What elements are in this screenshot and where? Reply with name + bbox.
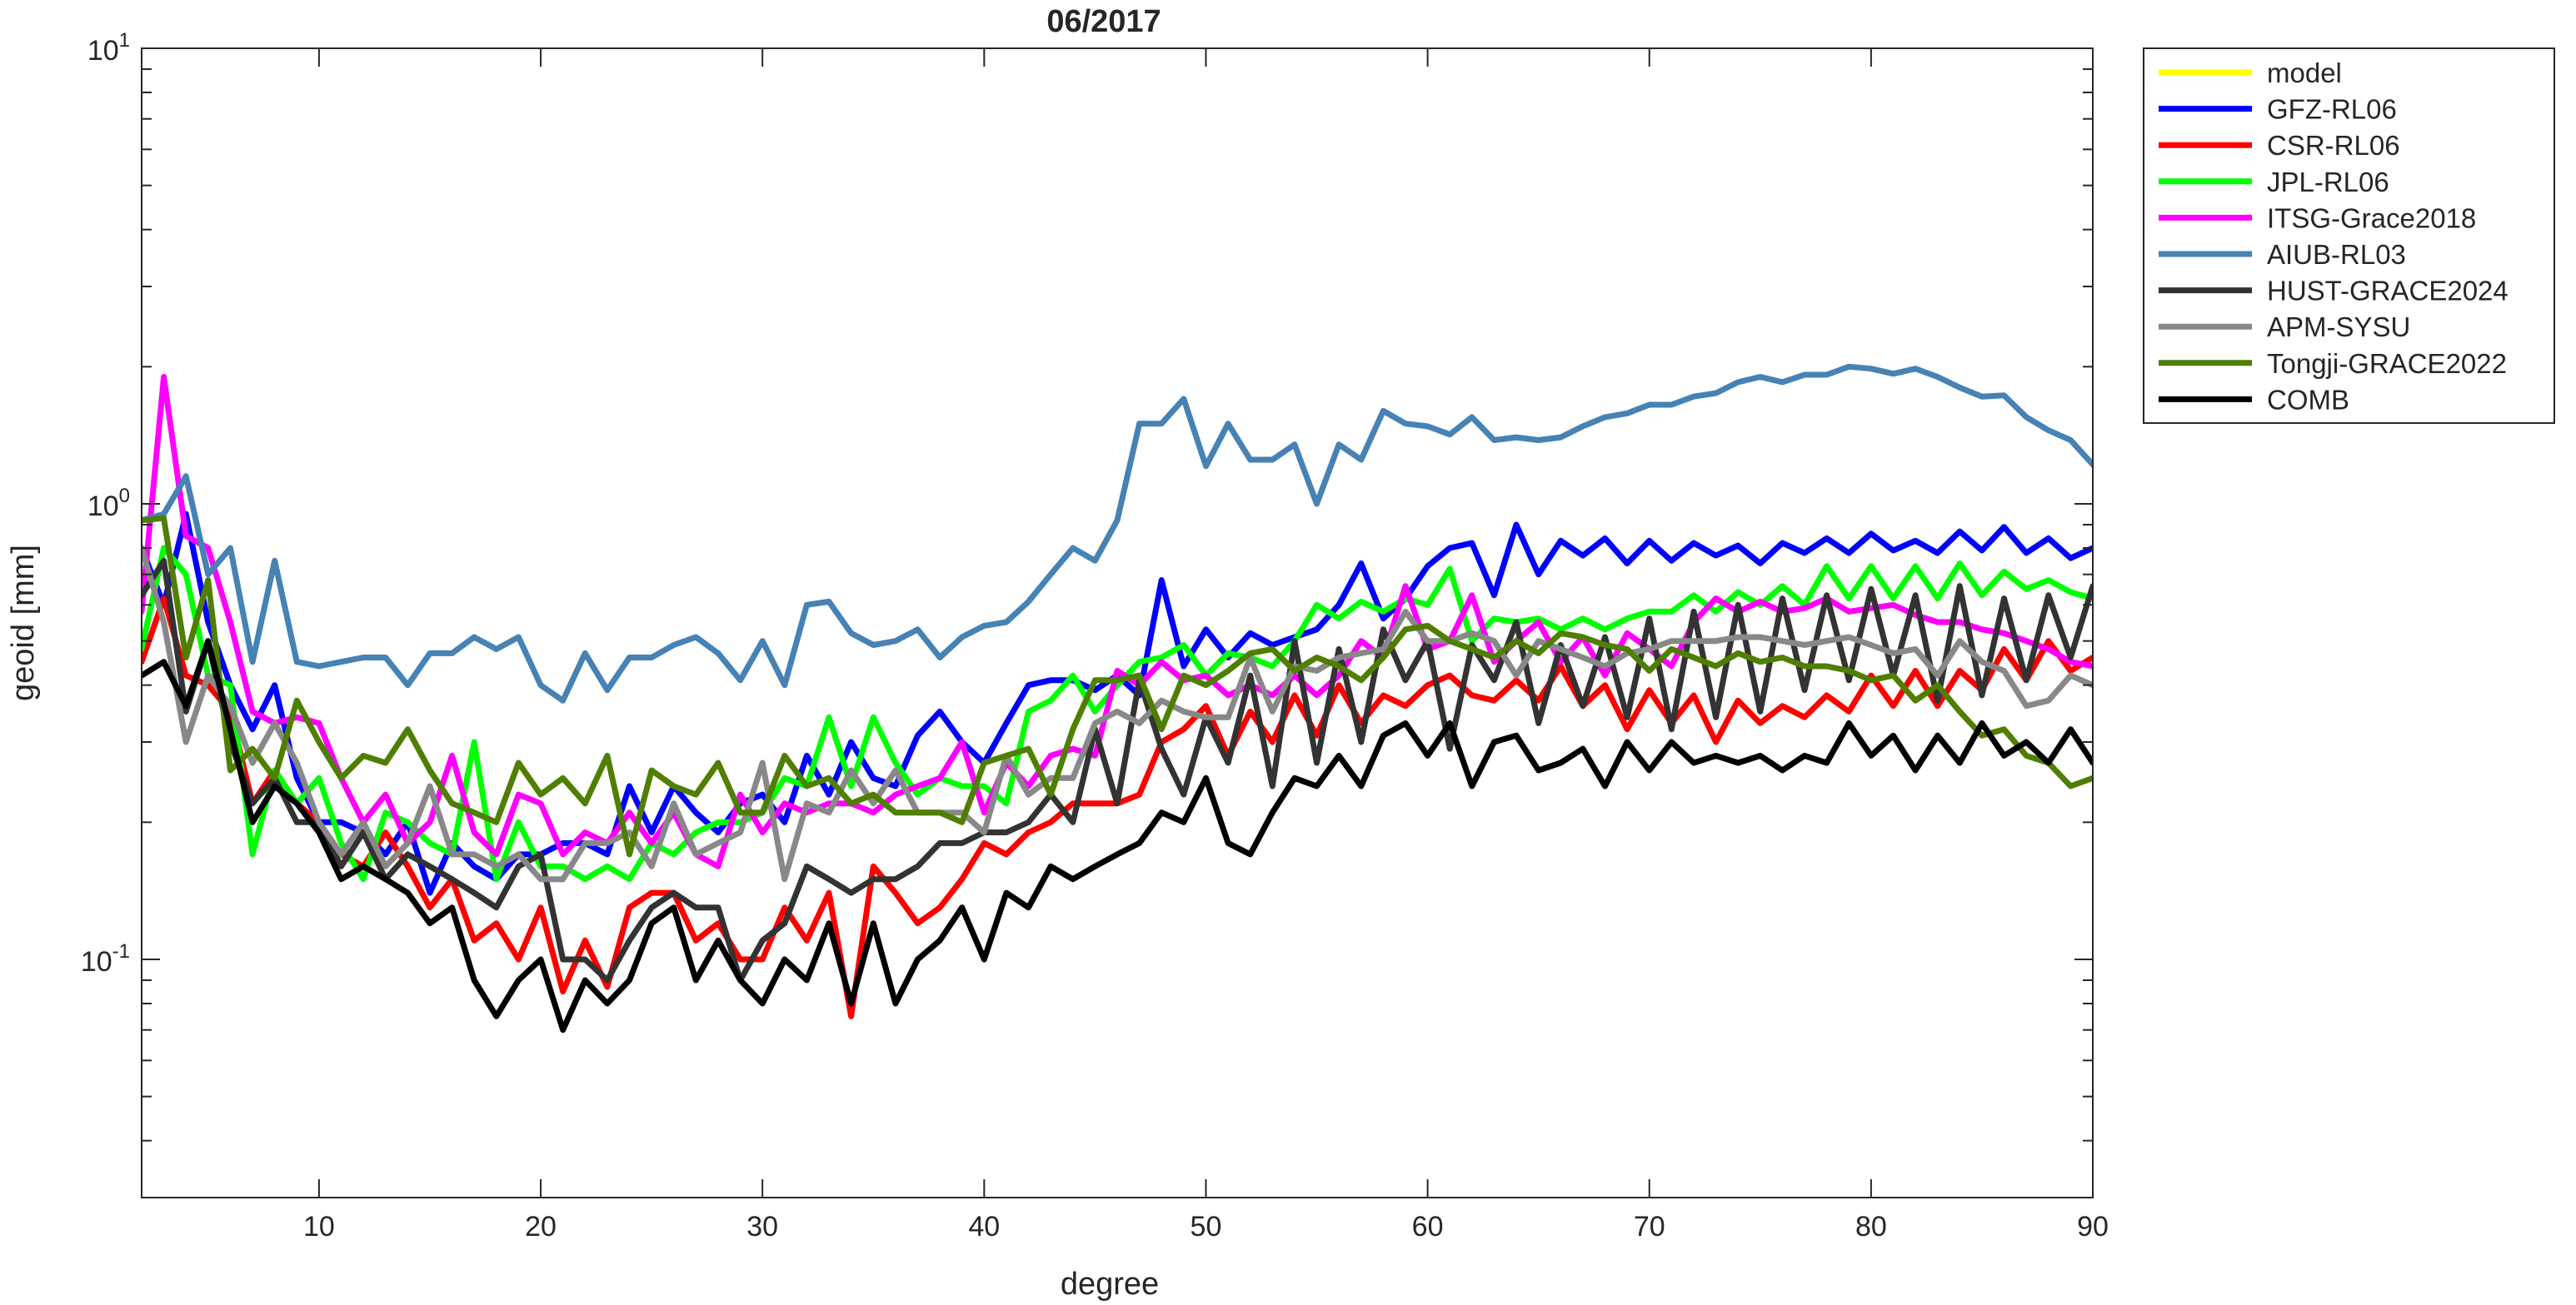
x-tick-label: 30: [746, 1211, 778, 1243]
series-line-jpl-rl06: [142, 545, 2093, 883]
y-axis-label: geoid [mm]: [6, 545, 41, 701]
y-tick-label: 10-1: [81, 940, 130, 978]
legend-label: APM-SYSU: [2267, 311, 2410, 342]
x-tick-label: 70: [1634, 1211, 1665, 1243]
y-tick-label: 101: [87, 29, 130, 67]
series-line-apm-sysu: [142, 545, 2093, 883]
legend-label: JPL-RL06: [2267, 167, 2389, 197]
x-tick-label: 10: [303, 1211, 335, 1243]
y-tick-label: 100: [87, 485, 130, 522]
y-axis: 101 100 10-1: [81, 29, 2093, 1198]
series-layer: [142, 363, 2093, 1034]
legend-label: COMB: [2267, 384, 2349, 415]
legend: model GFZ-RL06 CSR-RL06 JPL-RL06 ITSG-Grace2…: [2143, 47, 2555, 424]
x-tick-label: 90: [2077, 1211, 2109, 1243]
legend-label: HUST-GRACE2024: [2267, 276, 2509, 306]
x-tick-label: 40: [968, 1211, 1000, 1243]
legend-label: model: [2267, 57, 2342, 88]
series-line-comb: [142, 638, 2093, 1034]
x-tick-label: 80: [1855, 1211, 1887, 1243]
series-line-hust-grace2024: [142, 557, 2093, 984]
x-tick-label: 20: [525, 1211, 557, 1243]
legend-label: GFZ-RL06: [2267, 94, 2397, 125]
series-line-aiub-rl03: [142, 363, 2093, 704]
legend-label: AIUB-RL03: [2267, 239, 2406, 270]
series-line-tongji-grace2022: [142, 515, 2093, 858]
legend-label: Tongji-GRACE2022: [2267, 348, 2507, 379]
x-tick-label: 50: [1191, 1211, 1222, 1243]
chart-title: 06/2017: [1046, 4, 1161, 39]
x-axis: 10 20 30 40 50 60 70 80 90: [303, 48, 2109, 1243]
legend-label: ITSG-Grace2018: [2267, 202, 2476, 233]
legend-label: CSR-RL06: [2267, 130, 2400, 161]
x-axis-label: degree: [1061, 1267, 1159, 1302]
plot-area-frame: [141, 47, 2094, 1198]
x-tick-label: 60: [1412, 1211, 1444, 1243]
